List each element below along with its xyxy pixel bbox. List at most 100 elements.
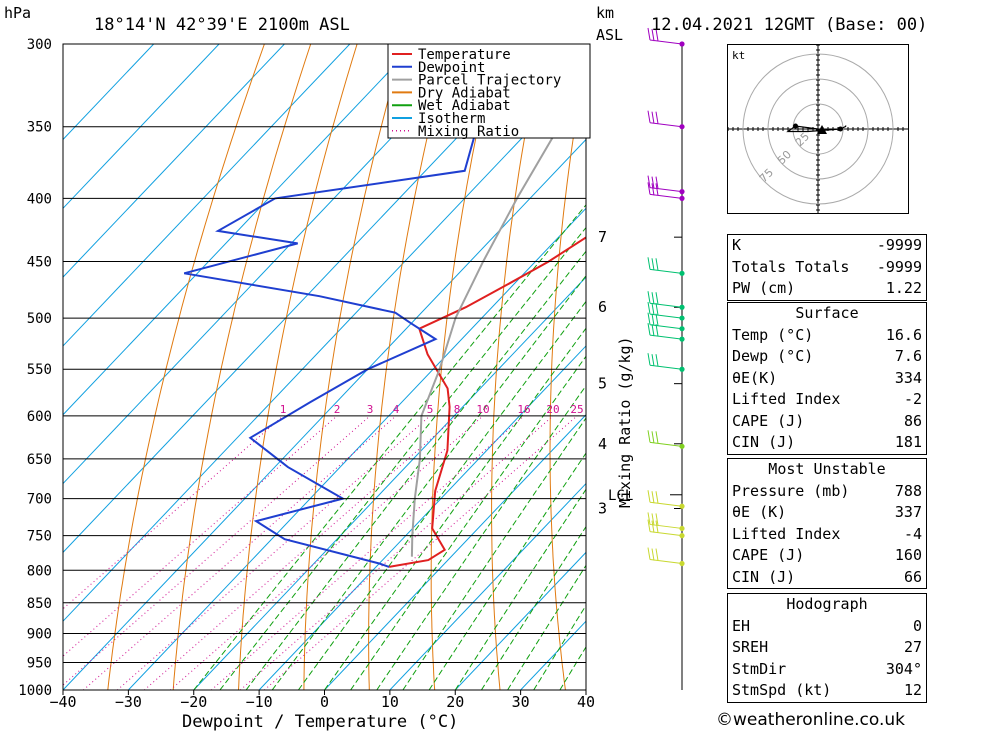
mu-pressure-row: Pressure (mb) 788 [732,481,922,500]
isotherm-line [193,276,586,690]
pressure-tick-label: 400 [27,191,52,207]
pressure-tick-label: 600 [27,409,52,425]
surface-li-row: Lifted Index -2 [732,390,922,408]
hodograph-unit: kt [732,49,745,62]
totals-row: Totals Totals -9999 [732,257,922,276]
mixing-ratio-label: 20 [546,403,559,416]
km-tick-label: 3 [598,499,607,517]
dry-adiabat-line [172,44,312,690]
wind-barb [647,110,683,128]
series-temperature [388,236,586,568]
isotherm-line [63,44,285,278]
wind-barb [647,182,683,199]
mixing-ratio-line [63,415,338,657]
legend-label: Mixing Ratio [418,124,519,140]
surface-table: Surface Temp (°C) 16.6 Dewp (°C) 7.6 θE(K)… [727,302,927,455]
wind-barb [647,257,683,274]
most-unstable-table: Most Unstable Pressure (mb) 788 θE (K) 337… [727,458,927,589]
wind-barb [647,291,683,308]
pw-row: PW (cm) 1.22 [732,279,922,297]
wind-barb [647,353,683,370]
stmspd-row: StmSpd (kt) 12 [732,681,922,699]
pressure-tick-label: 650 [27,452,52,468]
x-tick-label: 0 [320,693,329,711]
legend-label: Dry Adiabat [418,85,511,101]
km-tick-label: 6 [598,298,607,316]
km-tick-label: 5 [598,375,607,393]
isotherm-line [63,138,586,690]
x-tick-label: 20 [446,693,464,711]
pressure-tick-label: 850 [27,596,52,612]
sreh-row: SREH 27 [732,638,922,656]
mu-li-row: Lifted Index -4 [732,524,922,543]
x-tick-label: −10 [246,693,273,711]
lcl-label: LCL [608,488,633,504]
pressure-tick-label: 350 [27,120,52,136]
mixing-ratio-label: 3 [367,403,374,416]
hodo-ring [742,53,894,205]
datetime-title: 12.04.2021 12GMT (Base: 00) [651,15,927,35]
mixing-ratio-label: 4 [393,403,400,416]
surface-title: Surface [795,304,859,322]
x-axis-label: Dewpoint / Temperature (°C) [182,712,458,732]
isotherm-line [389,482,586,690]
mixing-ratio-label: 8 [454,403,461,416]
mu-cape-row: CAPE (J) 160 [732,546,922,564]
mu-cin-row: CIN (J) 66 [732,567,922,586]
mixing-ratio-line [63,415,371,686]
mixing-ratio-line [143,415,458,690]
dry-adiabat-line [959,44,1000,690]
mixing-ratio-label: 16 [517,403,530,416]
wind-barb [647,547,683,565]
wind-barb [647,430,683,447]
legend-label: Temperature [418,47,511,63]
hodograph-table: Hodograph EH 0 SREH 27 StmDir 304° StmSpd (… [727,593,927,703]
hodo-ring [767,78,869,180]
pressure-tick-label: 500 [27,311,52,327]
wet-adiabat-line [245,250,586,690]
isotherm-line [63,44,351,347]
legend-label: Dewpoint [418,60,485,76]
mixing-ratio-label: 25 [570,403,583,416]
wind-barb [647,27,683,45]
wind-marker [679,560,685,567]
mixing-ratio-label: 2 [334,403,341,416]
legend-label: Parcel Trajectory [418,73,561,89]
series-dewpoint [183,44,502,568]
hodograph-title: Hodograph [786,595,868,613]
surface-dewp-row: Dewp (°C) 7.6 [732,347,922,365]
wind-barb [647,323,683,340]
dry-adiabat-line [491,44,543,690]
hodograph-panel: kt 25 50 75 [727,44,909,214]
hodo-ring-label: 75 [757,166,776,185]
hodo-ring-label: 25 [793,130,812,149]
pressure-tick-label: 450 [27,255,52,271]
location-title: 18°14'N 42°39'E 2100m ASL [94,15,350,35]
mixing-ratio-label: 1 [280,403,287,416]
wet-adiabat-line [297,300,586,690]
wind-marker [679,533,685,539]
pressure-tick-label: 950 [27,655,52,671]
wind-barb [647,490,683,507]
indices-table: K -9999 Totals Totals -9999 PW (cm) 1.22 [727,234,927,301]
plot-frame [62,43,587,691]
wind-barb [647,512,683,529]
isotherm-line [258,345,586,690]
wind-barb [647,175,683,193]
hodo-point [838,126,843,132]
x-tick-label: −30 [115,693,142,711]
dry-adiabat-line [238,44,358,690]
mixing-ratio-axis-label: Mixing Ratio (g/kg) [616,336,634,508]
hodo-point [793,123,798,129]
surface-temp-row: Temp (°C) 16.6 [732,325,922,344]
surface-cape-row: CAPE (J) 86 [732,411,922,430]
pressure-tick-label: 700 [27,492,52,508]
km-tick-label: 7 [598,228,607,246]
footer-copyright[interactable]: ©weatheronline.co.uk [716,710,906,730]
eh-row: EH 0 [732,616,922,635]
pressure-tick-label: 750 [27,529,52,545]
wet-adiabat-line [193,204,586,690]
dry-adiabat-line [549,56,586,690]
